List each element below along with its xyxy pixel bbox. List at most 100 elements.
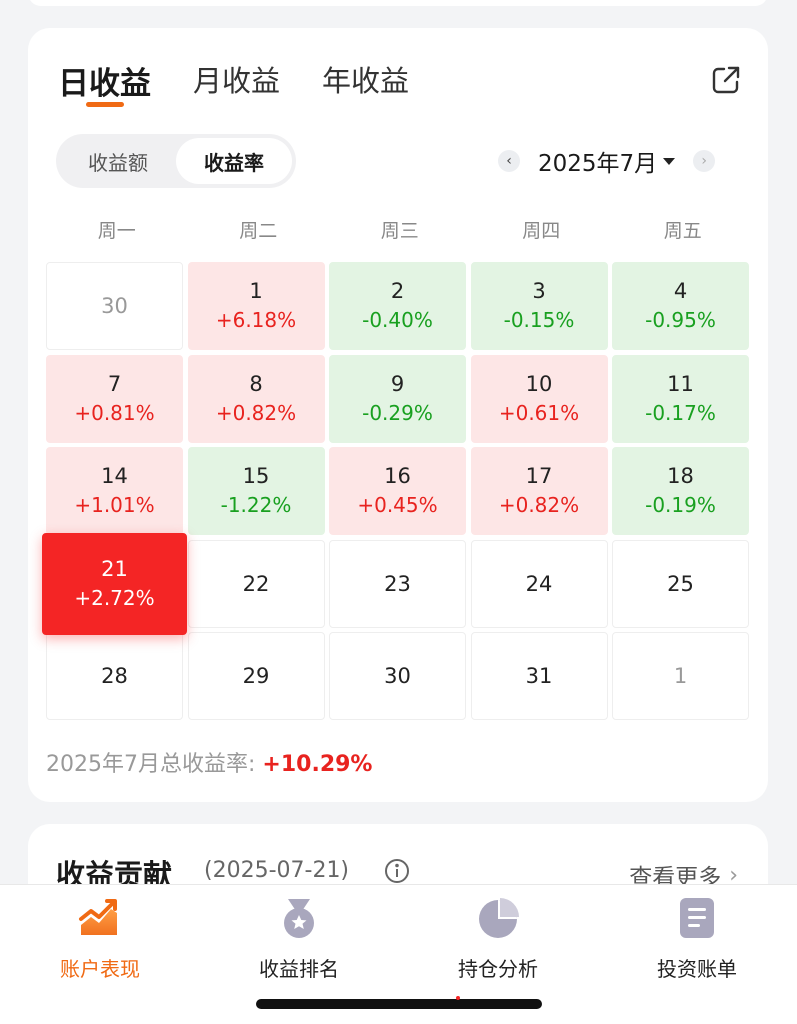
day-number: 10	[525, 371, 553, 396]
toggle-amount[interactable]: 收益额	[88, 150, 148, 175]
day-number: 4	[673, 279, 688, 303]
day-number: 31	[525, 664, 553, 688]
calendar-day-cell[interactable]: 10 +0.61%	[470, 354, 608, 443]
weekday-mon: 周一	[97, 220, 136, 242]
summary-label: 2025年7月总收益率:	[46, 752, 256, 777]
day-number: 14	[101, 464, 128, 488]
day-number: 1	[673, 664, 688, 688]
day-number: 15	[242, 464, 270, 488]
pie-chart-icon	[479, 898, 519, 938]
calendar-day-cell[interactable]: 29	[187, 632, 325, 720]
nav-label: 收益排名	[259, 957, 339, 981]
calendar-day-cell[interactable]: 28	[46, 632, 183, 720]
calendar-day-cell[interactable]: 16 +0.45%	[329, 447, 466, 535]
calendar-day-cell[interactable]: 17 +0.82%	[470, 447, 608, 535]
day-return-rate: +2.72%	[74, 585, 155, 610]
calendar-day-cell[interactable]: 11 -0.17%	[612, 354, 749, 443]
day-number: 2	[390, 279, 405, 303]
metric-toggle: 收益额 收益率	[56, 134, 296, 188]
day-return-rate: -0.19%	[645, 493, 716, 517]
calendar-day-cell[interactable]: 9 -0.29%	[329, 354, 466, 443]
day-number: 25	[667, 571, 694, 596]
weekday-header: 周一 周二 周三 周四 周五	[46, 216, 754, 243]
day-number: 30	[384, 664, 411, 688]
calendar-day-cell[interactable]: 24	[470, 539, 608, 628]
calendar-day-cell[interactable]: 18 -0.19%	[612, 447, 749, 535]
calendar-day-cell[interactable]: 3 -0.15%	[470, 262, 608, 350]
day-return-rate: -0.40%	[362, 308, 433, 332]
calendar-day-cell[interactable]: 7 +0.81%	[46, 354, 183, 443]
day-number: 18	[667, 464, 694, 488]
day-return-rate: +0.81%	[74, 400, 155, 425]
calendar-day-cell[interactable]: 21 +2.72%	[42, 532, 187, 635]
day-number: 16	[384, 464, 411, 488]
calendar-day-cell[interactable]: 25	[612, 539, 749, 628]
caret-down-icon[interactable]	[663, 157, 676, 165]
day-number: 17	[525, 464, 553, 488]
chevron-right-icon[interactable]: ›	[693, 150, 716, 172]
day-return-rate: +1.01%	[74, 493, 155, 517]
weekday-tue: 周二	[239, 220, 278, 242]
day-number: 9	[390, 371, 405, 396]
contribution-date: (2025-07-21)	[204, 858, 350, 883]
chevron-left-icon[interactable]: ‹	[498, 150, 520, 172]
day-number: 30	[101, 294, 128, 318]
nav-investment-bill[interactable]: 投资账单	[597, 895, 797, 982]
day-return-rate: +0.82%	[215, 400, 297, 425]
nav-return-ranking[interactable]: 收益排名	[199, 895, 399, 982]
day-number: 3	[532, 279, 546, 303]
day-number: 24	[525, 571, 553, 596]
day-return-rate: -0.29%	[362, 400, 433, 425]
calendar-day-cell[interactable]: 2 -0.40%	[329, 262, 466, 350]
calendar-day-cell[interactable]: 15 -1.22%	[187, 447, 325, 535]
calendar-day-cell[interactable]: 30	[329, 632, 466, 720]
chevron-right-icon: ›	[729, 862, 738, 888]
nav-holdings-analysis[interactable]: 持仓分析	[398, 895, 598, 982]
day-return-rate: -0.17%	[645, 400, 716, 425]
daily-returns-card: 日收益 月收益 年收益 收益额 收益率 ‹ 2025年7月 › 周一 周二 周三…	[28, 28, 768, 802]
calendar-day-cell[interactable]: 23	[329, 539, 466, 628]
bill-icon	[680, 898, 714, 938]
calendar-day-cell[interactable]: 1 +6.18%	[187, 262, 325, 350]
toggle-rate[interactable]: 收益率	[176, 138, 292, 184]
weekday-thu: 周四	[522, 220, 561, 242]
day-return-rate: +6.18%	[215, 308, 297, 332]
day-number: 7	[107, 371, 122, 396]
nav-label: 账户表现	[60, 957, 140, 981]
period-tabs: 日收益 月收益 年收益	[58, 58, 451, 118]
day-return-rate: +0.82%	[498, 493, 580, 517]
tab-yearly[interactable]: 年收益	[322, 64, 410, 98]
day-number: 29	[242, 664, 270, 688]
trend-chart-icon	[79, 899, 117, 935]
day-number: 8	[249, 371, 263, 396]
info-icon[interactable]	[384, 858, 410, 884]
previous-card-edge	[28, 0, 768, 6]
monthly-summary: 2025年7月总收益率: +10.29%	[46, 746, 372, 778]
calendar-day-cell: 1	[612, 632, 749, 720]
calendar-day-cell[interactable]: 22	[187, 539, 325, 628]
month-picker[interactable]: 2025年7月	[538, 151, 658, 177]
summary-value: +10.29%	[262, 752, 373, 777]
share-icon[interactable]	[710, 64, 742, 96]
calendar-day-cell[interactable]: 8 +0.82%	[187, 354, 325, 443]
calendar-day-cell[interactable]: 31	[470, 632, 608, 720]
day-return-rate: -0.95%	[645, 308, 716, 332]
month-navigator: ‹ 2025年7月 ›	[498, 144, 716, 178]
day-number: 22	[242, 571, 270, 596]
day-return-rate: +0.61%	[498, 400, 580, 425]
nav-label: 持仓分析	[458, 957, 538, 981]
home-indicator[interactable]	[256, 999, 542, 1009]
tab-monthly[interactable]: 月收益	[193, 64, 281, 98]
active-tab-indicator	[86, 102, 124, 107]
tab-daily[interactable]: 日收益	[58, 66, 151, 102]
day-number: 28	[101, 664, 128, 688]
bottom-navigation: 账户表现 收益排名 持仓分析 投资账单	[0, 884, 797, 1024]
nav-label: 投资账单	[657, 957, 737, 981]
day-return-rate: -0.15%	[503, 308, 575, 332]
day-number: 1	[249, 279, 263, 303]
nav-account-performance[interactable]: 账户表现	[0, 895, 200, 982]
calendar-day-cell[interactable]: 14 +1.01%	[46, 447, 183, 535]
day-number: 21	[101, 556, 128, 581]
calendar-day-cell[interactable]: 4 -0.95%	[612, 262, 749, 350]
day-return-rate: +0.45%	[357, 493, 438, 517]
